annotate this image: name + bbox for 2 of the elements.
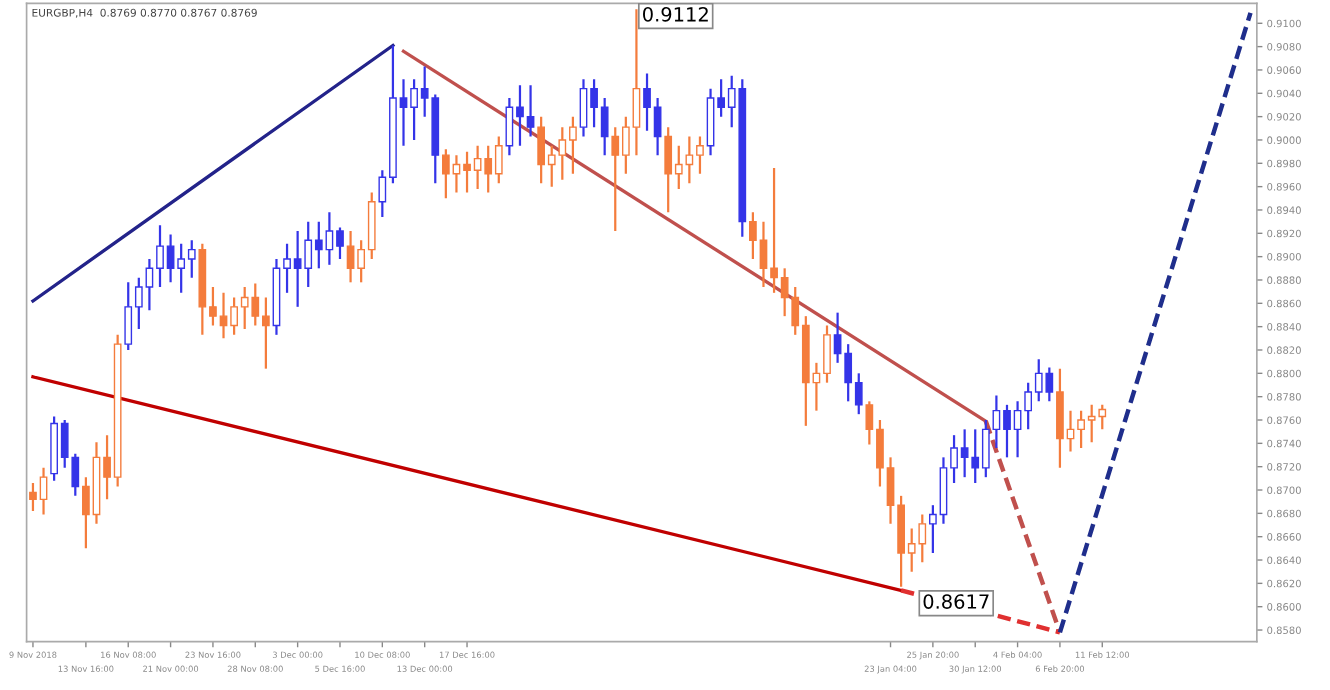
annotation: 0.9112 — [643, 6, 708, 22]
annotation: 0.8617 — [923, 594, 989, 609]
